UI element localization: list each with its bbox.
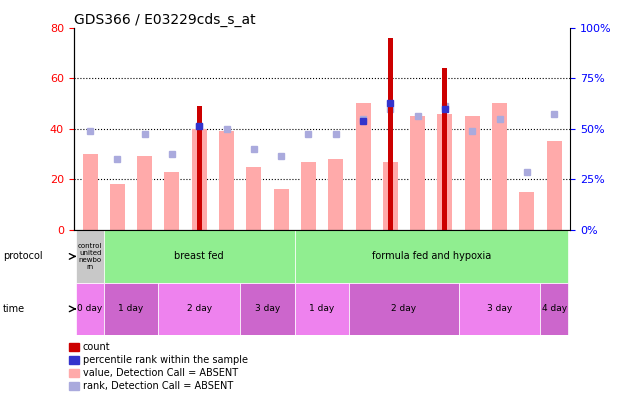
Text: 3 day: 3 day — [487, 305, 512, 313]
Bar — [137, 156, 152, 230]
Bar — [104, 283, 158, 335]
Bar — [388, 38, 393, 230]
Bar — [274, 189, 288, 230]
Bar — [76, 283, 104, 335]
Bar — [458, 283, 540, 335]
Bar — [104, 230, 295, 283]
Bar — [437, 114, 453, 230]
Bar — [165, 171, 179, 230]
Text: 4 day: 4 day — [542, 305, 567, 313]
Bar — [383, 162, 398, 230]
Bar — [410, 116, 425, 230]
Text: breast fed: breast fed — [174, 251, 224, 261]
Bar — [442, 68, 447, 230]
Bar — [197, 106, 202, 230]
Bar — [76, 230, 104, 283]
Bar — [540, 283, 568, 335]
Legend: count, percentile rank within the sample, value, Detection Call = ABSENT, rank, : count, percentile rank within the sample… — [69, 343, 247, 391]
Bar — [349, 283, 458, 335]
Bar — [295, 230, 568, 283]
Text: 0 day: 0 day — [78, 305, 103, 313]
Bar — [301, 162, 316, 230]
Bar — [192, 129, 207, 230]
Bar — [219, 131, 234, 230]
Text: 2 day: 2 day — [187, 305, 212, 313]
Bar — [246, 167, 262, 230]
Bar — [295, 283, 349, 335]
Text: 2 day: 2 day — [392, 305, 417, 313]
Text: protocol: protocol — [3, 251, 43, 261]
Text: 1 day: 1 day — [119, 305, 144, 313]
Text: GDS366 / E03229cds_s_at: GDS366 / E03229cds_s_at — [74, 13, 255, 27]
Bar — [465, 116, 479, 230]
Bar — [240, 283, 295, 335]
Bar — [83, 154, 97, 230]
Bar — [328, 159, 344, 230]
Text: 1 day: 1 day — [310, 305, 335, 313]
Bar — [110, 184, 125, 230]
Bar — [519, 192, 535, 230]
Text: formula fed and hypoxia: formula fed and hypoxia — [372, 251, 491, 261]
Text: time: time — [3, 304, 26, 314]
Bar — [492, 103, 507, 230]
Text: 3 day: 3 day — [255, 305, 280, 313]
Bar — [158, 283, 240, 335]
Bar — [356, 103, 370, 230]
Text: control
united
newbo
rn: control united newbo rn — [78, 243, 103, 270]
Bar — [547, 141, 562, 230]
